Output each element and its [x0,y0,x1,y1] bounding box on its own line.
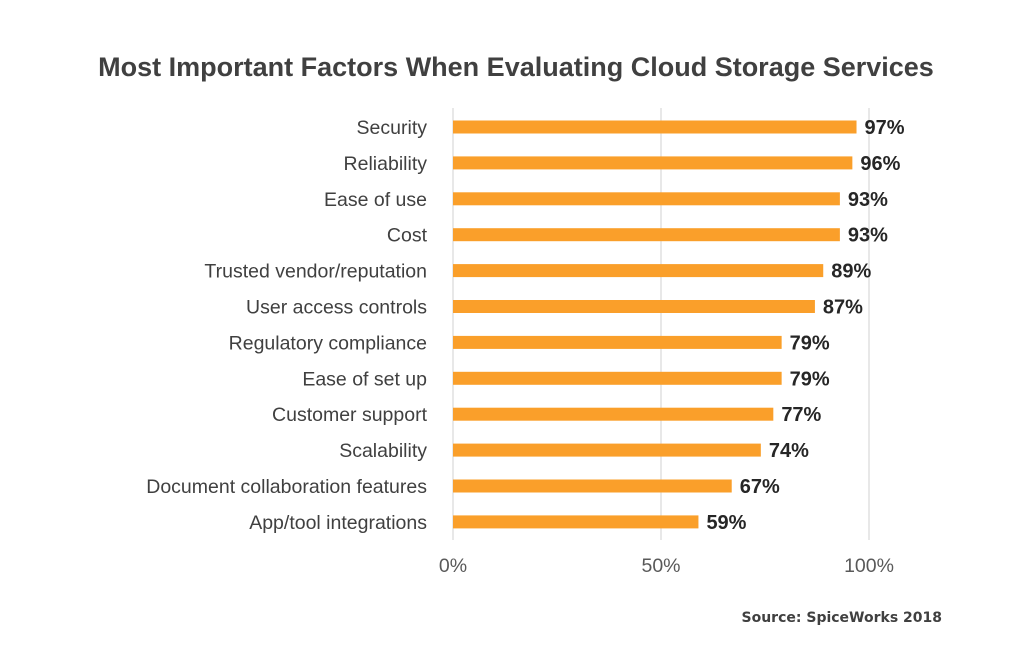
bar [453,264,824,278]
data-label: 93% [848,225,888,247]
bar [453,300,815,313]
data-label: 77% [781,404,821,426]
category-label: App/tool integrations [249,512,427,534]
bars [453,120,857,529]
category-label: Ease of use [324,189,427,211]
data-label: 67% [740,476,780,498]
x-axis-ticks: 0% 50% 100% [439,555,894,577]
bar [453,156,853,170]
category-label: Regulatory compliance [229,332,427,354]
category-label: User access controls [246,297,427,319]
category-label: Reliability [344,153,428,175]
x-tick-label: 100% [844,555,894,577]
category-label: Customer support [272,404,428,426]
data-label: 74% [769,440,809,462]
category-labels: Security Reliability Ease of use Cost Truste… [146,117,427,534]
category-label: Ease of set up [302,368,427,390]
source-note: Source: SpiceWorks 2018 [742,610,942,626]
bar [453,479,732,493]
bar [453,443,761,457]
data-label: 79% [790,368,830,390]
bar [453,371,782,385]
data-label: 79% [790,332,830,354]
category-label: Trusted vendor/reputation [204,261,427,283]
category-label: Cost [387,225,428,247]
data-labels: 97% 96% 93% 93% 89% 87% 79% 79% 77% 74% 67% 59% [706,117,904,534]
bar [453,120,857,134]
bar [453,335,782,349]
data-label: 87% [823,297,863,319]
data-label: 89% [831,261,871,283]
x-tick-label: 50% [641,555,680,577]
bar [453,407,774,421]
chart-title: Most Important Factors When Evaluating C… [98,52,934,82]
data-label: 96% [860,153,900,175]
x-tick-label: 0% [439,555,467,577]
category-label: Scalability [339,440,427,462]
category-label: Document collaboration features [146,476,427,498]
gridlines [452,108,870,540]
data-label: 97% [865,117,905,139]
bar [453,192,840,206]
category-label: Security [357,117,428,139]
data-label: 93% [848,189,888,211]
bar [453,228,840,242]
data-label: 59% [706,512,746,534]
bar [453,515,699,529]
